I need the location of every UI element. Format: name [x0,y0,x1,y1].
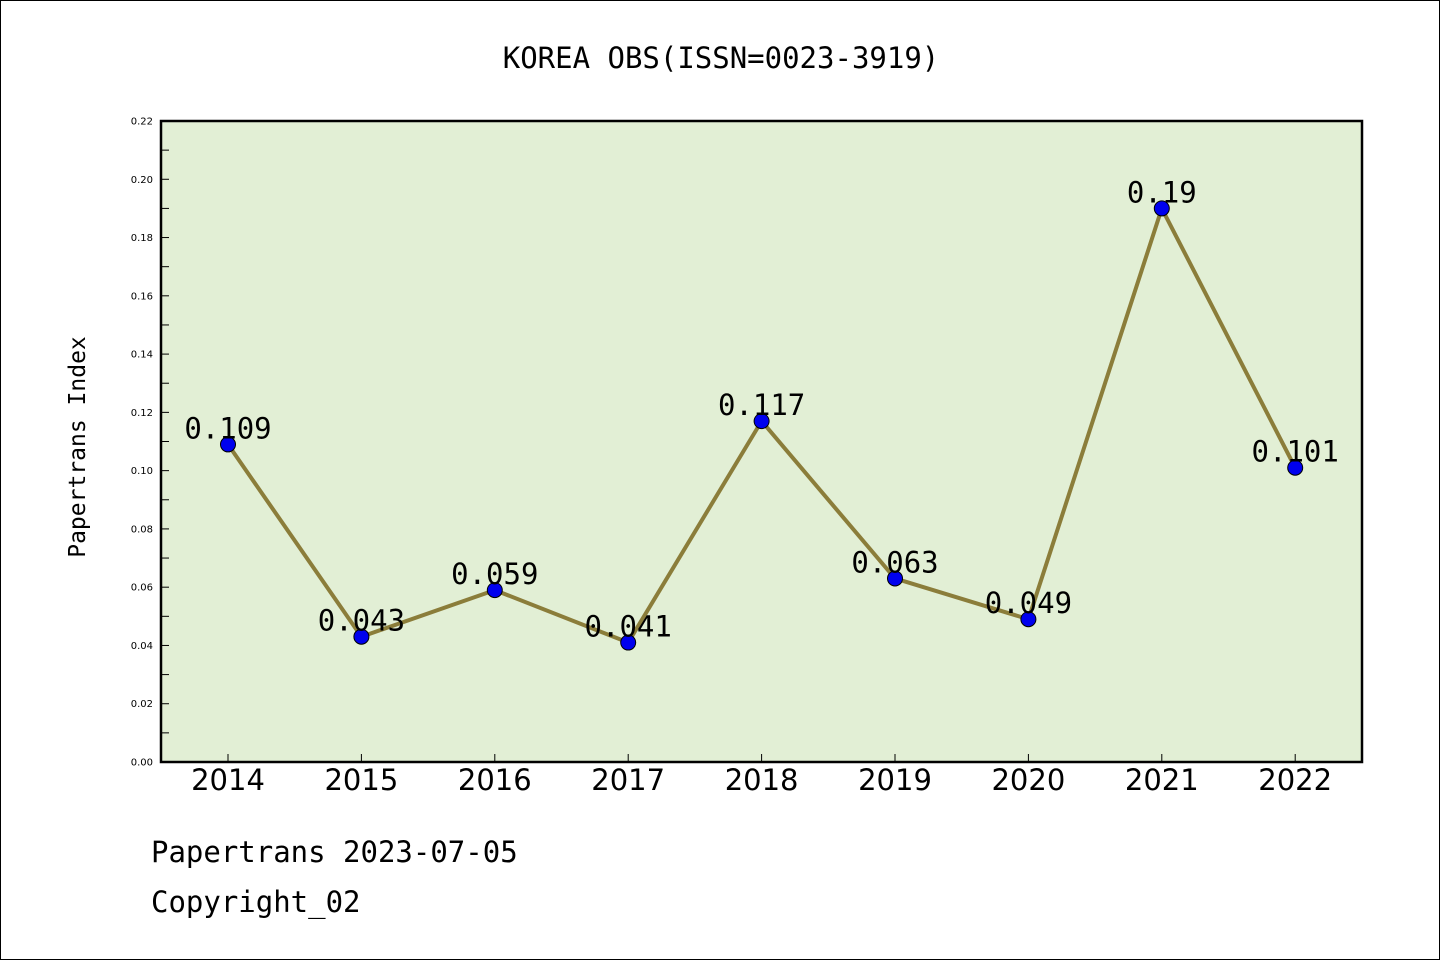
x-tick-label: 2021 [1125,763,1199,797]
x-tick-label: 2015 [324,763,398,797]
data-label: 0.109 [184,411,271,445]
x-tick-label: 2022 [1258,763,1332,797]
y-tick-label: 0.20 [131,175,153,186]
y-tick-label: 0.10 [131,466,153,477]
y-tick-label: 0.16 [131,291,153,302]
data-point-marker [1020,611,1037,628]
data-label: 0.059 [451,557,538,591]
y-tick-label: 0.14 [131,350,153,361]
data-point-marker [620,634,637,651]
y-axis: 0.00 0.02 0.04 0.06 0.08 0.10 0.12 0.14 0.16 0.18… [131,117,169,769]
x-tick-label: 2018 [725,763,799,797]
data-point-marker [1287,459,1304,476]
data-label: 0.043 [318,604,405,638]
source-date-text: Papertrans 2023-07-05 [151,835,518,869]
x-tick-label: 2016 [458,763,532,797]
data-label: 0.19 [1127,175,1197,209]
data-point-marker [220,436,236,453]
x-tick-label: 2020 [991,763,1065,797]
y-tick-label: 0.06 [131,583,153,594]
series-group: 0.109 0.043 0.059 0.041 0.117 0.063 0.049 0.19 0… [184,175,1339,651]
copyright-text: Copyright_02 [151,885,361,919]
data-label: 0.041 [585,610,672,644]
x-tick-label: 2019 [858,763,932,797]
y-tick-label: 0.02 [131,699,153,710]
chart-title: KOREA OBS(ISSN=0023-3919) [503,41,940,75]
data-point-marker [753,413,770,430]
data-point-marker [353,628,370,645]
x-axis: 2014 2015 2016 2017 2018 2019 2020 2021 2022 [191,754,1332,797]
y-tick-label: 0.18 [131,233,153,244]
y-tick-label: 0.04 [131,641,153,652]
data-point-marker [887,570,903,587]
x-tick-label: 2017 [591,763,665,797]
plot-area [159,119,1364,764]
data-label: 0.063 [851,545,938,579]
data-point-marker [486,582,503,599]
y-tick-label: 0.08 [131,524,153,535]
data-point-marker [1153,200,1170,217]
y-tick-label: 0.22 [131,117,153,128]
data-label: 0.117 [718,388,805,422]
data-label: 0.101 [1252,435,1339,469]
data-label: 0.049 [985,586,1072,620]
y-axis-label: Papertrans Index [65,336,91,558]
x-tick-label: 2014 [191,763,265,797]
y-tick-label: 0.00 [131,758,153,769]
y-tick-label: 0.12 [131,408,153,419]
